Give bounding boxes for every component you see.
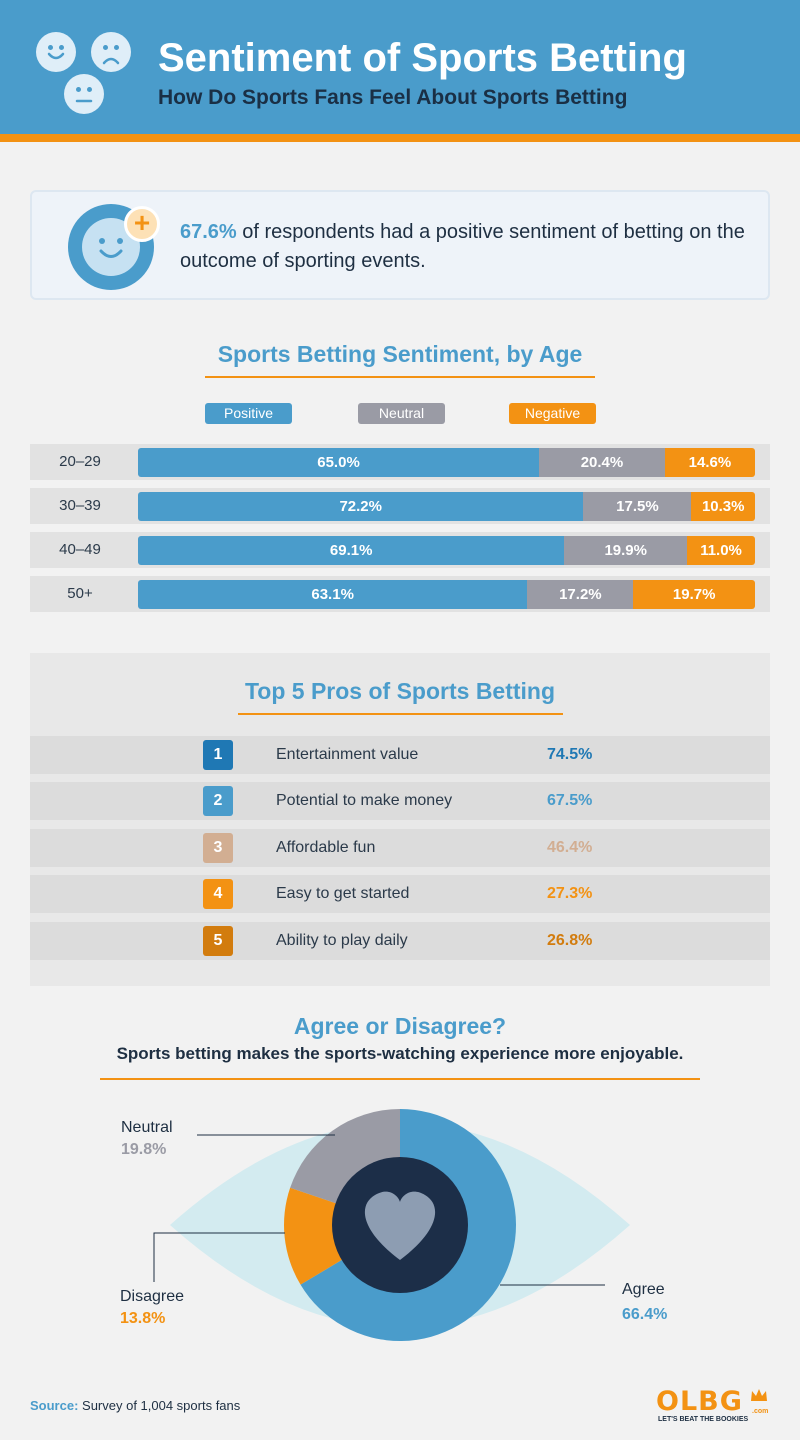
logo-wordmark: OLBG [656, 1386, 743, 1417]
neutral-slice-label: Neutral [121, 1119, 173, 1136]
pro-percent: 26.8% [547, 932, 593, 949]
rank-badge: 4 [203, 879, 233, 909]
header-banner: Sentiment of Sports Betting How Do Sport… [0, 0, 800, 142]
age-title-underline [205, 376, 595, 378]
smiley-face-icon [36, 32, 76, 72]
rank-badge: 2 [203, 786, 233, 816]
highlight-text: 67.6% of respondents had a positive sent… [180, 218, 750, 276]
logo-tagline: LET'S BEAT THE BOOKIES [658, 1416, 749, 1423]
agree-donut-chart [153, 1109, 630, 1341]
bar-segment-neutral: 17.5% [583, 492, 692, 521]
source-text: Survey of 1,004 sports fans [78, 1398, 241, 1413]
age-label: 30–39 [59, 497, 101, 514]
pro-percent: 67.5% [547, 792, 593, 809]
legend-neutral: Neutral [358, 403, 445, 424]
pro-percent: 74.5% [547, 746, 593, 763]
agree-slice-value: 66.4% [622, 1306, 668, 1323]
pros-row: 4 Easy to get started 27.3% [30, 875, 770, 913]
pro-label: Potential to make money [276, 792, 453, 809]
age-label: 50+ [67, 585, 93, 602]
legend-negative: Negative [509, 403, 596, 424]
source-note: Source: Survey of 1,004 sports fans [30, 1398, 240, 1413]
bar-segment-negative: 10.3% [691, 492, 755, 521]
bar-segment-positive: 65.0% [138, 448, 540, 477]
disagree-slice-value: 13.8% [120, 1310, 166, 1327]
bar-segment-negative: 19.7% [633, 580, 755, 609]
stacked-bar: 65.0% 20.4% 14.6% [138, 448, 755, 477]
neutral-slice-value: 19.8% [121, 1141, 167, 1158]
page-subtitle: How Do Sports Fans Feel About Sports Bet… [158, 86, 628, 109]
bar-segment-negative: 11.0% [687, 536, 755, 565]
disagree-slice-label: Disagree [120, 1288, 185, 1305]
age-row: 20–29 65.0% 20.4% 14.6% [30, 444, 770, 480]
agree-title-underline [100, 1078, 700, 1080]
bar-segment-positive: 69.1% [138, 536, 565, 565]
crown-icon [751, 1389, 767, 1401]
pro-percent: 27.3% [547, 885, 593, 902]
page-title: Sentiment of Sports Betting [158, 36, 687, 80]
age-label: 40–49 [59, 541, 101, 558]
pros-row: 2 Potential to make money 67.5% [30, 782, 770, 820]
highlight-stat-box: + 67.6% of respondents had a positive se… [30, 190, 770, 300]
plus-icon: + [124, 206, 160, 242]
stacked-bar: 69.1% 19.9% 11.0% [138, 536, 755, 565]
rank-badge: 3 [203, 833, 233, 863]
legend-positive: Positive [205, 403, 292, 424]
rank-badge: 1 [203, 740, 233, 770]
pros-row: 5 Ability to play daily 26.8% [30, 922, 770, 960]
agree-title: Agree or Disagree? [293, 1013, 507, 1039]
bar-segment-neutral: 19.9% [564, 536, 688, 565]
bar-segment-neutral: 20.4% [539, 448, 665, 477]
pro-label: Entertainment value [276, 746, 419, 763]
pros-title-underline [238, 713, 563, 715]
age-row: 30–39 72.2% 17.5% 10.3% [30, 488, 770, 524]
heart-icon [364, 1191, 436, 1260]
pros-title: Top 5 Pros of Sports Betting [244, 678, 556, 704]
source-label: Source: [30, 1398, 79, 1413]
agree-slice-label: Agree [622, 1281, 665, 1298]
age-label: 20–29 [59, 453, 101, 470]
stacked-bar: 63.1% 17.2% 19.7% [138, 580, 755, 609]
pro-label: Easy to get started [276, 885, 410, 902]
disagree-leader-line [153, 1232, 285, 1282]
bar-segment-negative: 14.6% [664, 448, 755, 477]
age-chart-title: Sports Betting Sentiment, by Age [217, 341, 583, 367]
age-row: 50+ 63.1% 17.2% 19.7% [30, 576, 770, 612]
age-row: 40–49 69.1% 19.9% 11.0% [30, 532, 770, 568]
rank-badge: 5 [203, 926, 233, 956]
bar-segment-positive: 72.2% [138, 492, 584, 521]
pro-label: Affordable fun [276, 839, 376, 856]
bar-segment-positive: 63.1% [138, 580, 528, 609]
sad-face-icon [91, 32, 131, 72]
logo-com: .com [752, 1408, 769, 1415]
agree-statement: Sports betting makes the sports-watching… [116, 1044, 684, 1063]
stacked-bar: 72.2% 17.5% 10.3% [138, 492, 755, 521]
bar-segment-neutral: 17.2% [527, 580, 634, 609]
neutral-face-icon [64, 74, 104, 114]
olbg-logo: OLBG .com LET'S BEAT THE BOOKIES [656, 1386, 770, 1428]
pros-row: 1 Entertainment value 74.5% [30, 736, 770, 774]
highlight-percent: 67.6% [180, 221, 237, 243]
highlight-body: of respondents had a positive sentiment … [180, 221, 745, 272]
pros-row: 3 Affordable fun 46.4% [30, 829, 770, 867]
pro-label: Ability to play daily [276, 932, 408, 949]
pro-percent: 46.4% [547, 839, 593, 856]
